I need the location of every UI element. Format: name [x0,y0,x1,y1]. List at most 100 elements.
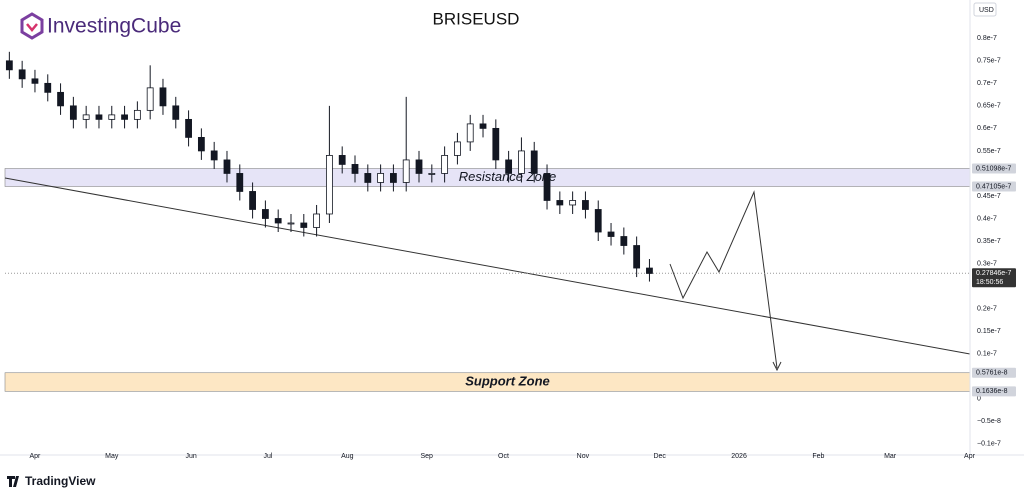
candle-body [18,69,26,80]
candle-body [402,159,410,183]
candle-body [390,173,397,183]
axes: −0.1e-7 −0.5e-8 0 0.1e-7 0.15e-7 0.2e-7 0.3e-7… [30,35,1016,460]
candle-body [569,200,577,206]
candle-body [5,60,13,71]
current-price-label: 0.27846e-7 [976,270,1012,277]
x-tick-label: Apr [964,453,976,460]
currency: USD [979,7,994,14]
x-tick-label: Dec [653,453,666,460]
y-tick-label: −0.1e-7 [977,441,1001,448]
candle-body [69,105,77,120]
candle-body [518,150,525,174]
candle-body [479,123,487,129]
candle-body [249,191,256,210]
candle-body [556,200,564,206]
x-tick-label: Jun [185,453,196,460]
candle-body [415,159,423,174]
y-tick-label: 0.15e-7 [977,328,1001,335]
candle-body [492,127,500,161]
projection-arrow [772,361,782,372]
x-tick-label: Sep [420,453,433,460]
candle-body [428,173,436,175]
y-tick-label: 0.7e-7 [977,80,997,87]
y-tick-label: 0.6e-7 [977,125,997,132]
candle-body [364,173,372,183]
candle-body [210,150,218,161]
price-tag [972,367,1016,378]
candle-body [466,123,474,143]
candle-body [274,218,282,224]
x-tick-label: Jul [263,453,272,460]
projection-path [669,190,778,369]
candle-body [172,105,180,120]
candle-body [313,213,320,228]
price-tag-label: 0.51098e-7 [976,165,1012,172]
x-tick-label: May [105,453,119,460]
logo-icon [20,12,44,40]
candle-body [594,209,602,233]
x-tick-label: Mar [884,453,897,460]
candle-body [300,222,308,228]
footer-brand: TradingView [25,474,96,488]
candles [5,51,970,282]
y-tick-label: 0.65e-7 [977,103,1001,110]
candle-body [95,114,103,120]
candle-body [261,209,269,219]
candle-body [441,155,449,174]
candle-body [133,109,141,120]
tv-icon [7,476,19,487]
candle-body [223,159,231,174]
price-tag-label: 0.47105e-7 [976,183,1012,190]
y-tick-label: 0 [977,396,981,403]
candle-body [454,141,461,156]
price-tag [972,386,1016,397]
candle-body [31,78,39,84]
candle-body [582,200,589,210]
candle-body [325,155,333,215]
price-tag-label: 0.1636e-8 [976,388,1008,395]
candle-body [377,173,385,183]
y-tick-label: 0.35e-7 [977,238,1001,245]
candle-body [146,87,154,111]
candle-body [121,114,128,120]
candle-body [57,91,64,107]
price-tag [972,181,1016,192]
zone-label: Support Zone [465,373,550,388]
price-tag [972,163,1016,174]
candle-body [197,137,205,152]
current-price-tag [972,268,1016,288]
candle-body [543,173,551,201]
candle-body [607,231,615,237]
candle-body [530,150,538,174]
logo: InvestingCube [20,12,181,40]
y-tick-label: 0.4e-7 [977,215,997,222]
trend-line [4,177,971,355]
countdown: 18:50:56 [976,279,1003,286]
y-tick-label: 0.1e-7 [977,350,997,357]
chart-title: BRISEUSD [433,9,520,28]
x-tick-label: Feb [812,453,824,460]
candle-body [185,118,192,138]
candle-body [351,164,359,174]
candle-body [646,267,653,274]
currency-box [973,2,997,17]
candle-body [287,222,295,225]
y-tick-label: 0.75e-7 [977,58,1001,65]
candle-body [633,245,641,269]
x-tick-label: Aug [341,453,354,460]
price-tag-label: 0.5761e-8 [976,370,1008,377]
candle-body [236,173,244,192]
x-tick-label: Oct [498,453,509,460]
y-tick-label: −0.5e-8 [977,418,1001,425]
y-tick-label: 0.45e-7 [977,193,1001,200]
logo-icon-mark [26,23,38,32]
candle-body [338,155,346,165]
y-tick-label: 0.3e-7 [977,260,997,267]
y-tick-label: 0.55e-7 [977,148,1001,155]
candle-body [505,159,513,174]
candle-body [44,82,52,93]
